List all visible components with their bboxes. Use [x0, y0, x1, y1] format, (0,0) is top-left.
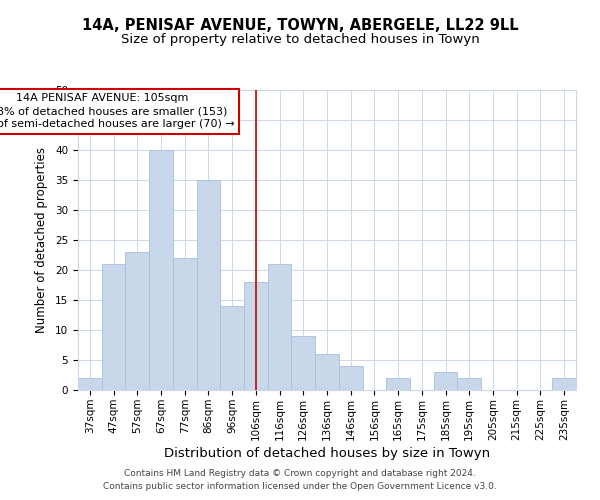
Bar — [197, 180, 220, 390]
Bar — [552, 378, 576, 390]
Bar — [173, 258, 197, 390]
Bar — [457, 378, 481, 390]
X-axis label: Distribution of detached houses by size in Towyn: Distribution of detached houses by size … — [164, 446, 490, 460]
Bar — [220, 306, 244, 390]
Text: Contains HM Land Registry data © Crown copyright and database right 2024.: Contains HM Land Registry data © Crown c… — [124, 468, 476, 477]
Bar — [125, 252, 149, 390]
Text: 14A PENISAF AVENUE: 105sqm
← 68% of detached houses are smaller (153)
31% of sem: 14A PENISAF AVENUE: 105sqm ← 68% of deta… — [0, 93, 235, 130]
Text: Size of property relative to detached houses in Towyn: Size of property relative to detached ho… — [121, 32, 479, 46]
Bar — [78, 378, 102, 390]
Bar — [102, 264, 125, 390]
Bar — [244, 282, 268, 390]
Y-axis label: Number of detached properties: Number of detached properties — [35, 147, 48, 333]
Text: 14A, PENISAF AVENUE, TOWYN, ABERGELE, LL22 9LL: 14A, PENISAF AVENUE, TOWYN, ABERGELE, LL… — [82, 18, 518, 32]
Bar — [268, 264, 292, 390]
Bar — [149, 150, 173, 390]
Bar — [315, 354, 339, 390]
Bar — [339, 366, 362, 390]
Text: Contains public sector information licensed under the Open Government Licence v3: Contains public sector information licen… — [103, 482, 497, 491]
Bar — [386, 378, 410, 390]
Bar — [292, 336, 315, 390]
Bar — [434, 372, 457, 390]
